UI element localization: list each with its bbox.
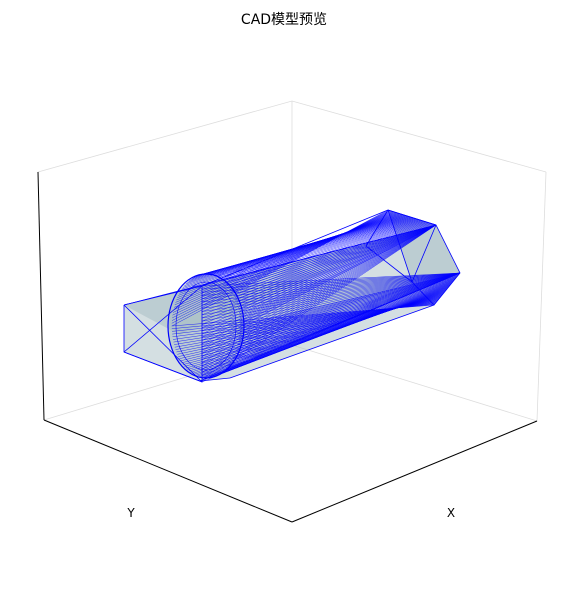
model-edge-line — [201, 224, 437, 328]
model-edge-line — [201, 272, 461, 335]
model-edge-line — [201, 224, 437, 325]
right-box-edge — [387, 209, 437, 226]
model-edge-line — [201, 272, 461, 300]
y-axis-line — [43, 419, 293, 523]
model-edge-line — [219, 219, 419, 279]
model-edge-line — [201, 224, 437, 367]
z-axis-line — [37, 171, 45, 421]
model-edge-line — [201, 224, 437, 341]
model-edge-line — [201, 272, 461, 341]
model-edge-line — [201, 224, 437, 312]
model-edge-line — [201, 224, 437, 338]
model-edge-line — [201, 224, 437, 335]
model-edge-line — [213, 218, 416, 276]
x-axis-label: X — [447, 506, 455, 520]
model-edge-line — [171, 304, 435, 327]
model-edge-line — [201, 272, 461, 328]
model-edge-line — [201, 272, 461, 303]
model-edge-line — [201, 272, 461, 344]
y-axis-label: Y — [126, 506, 135, 520]
model-edge-line — [202, 216, 411, 275]
cylinder-end-outline — [167, 273, 245, 379]
model-edge-line — [201, 272, 461, 312]
right-box-edge — [365, 209, 389, 247]
model-edge-line — [218, 219, 418, 278]
model-edge-line — [201, 272, 461, 376]
left-box-diagonal — [123, 285, 203, 353]
plot-title: CAD模型预览 — [241, 12, 327, 28]
cad-model — [123, 209, 461, 383]
model-edges — [171, 209, 461, 383]
model-edge-line — [209, 217, 414, 275]
model-edge-line — [201, 272, 461, 338]
cylinder-inner-outline — [175, 281, 237, 371]
model-edge-line — [201, 272, 461, 293]
left-box-diagonal — [123, 304, 203, 383]
bottom-long-edge — [199, 272, 461, 382]
model-edge-line — [230, 221, 425, 290]
model-edge-line — [201, 224, 437, 376]
model-edge-line — [201, 224, 437, 332]
model-edge-line — [201, 272, 461, 290]
cylinder-ends — [167, 273, 245, 379]
model-edge-line — [201, 224, 437, 344]
model-edge-line — [201, 272, 461, 354]
model-edge-line — [201, 224, 437, 351]
model-edge-line — [201, 272, 461, 348]
model-wireframe — [123, 209, 461, 383]
model-edge-line — [228, 220, 424, 288]
model-edge-line — [207, 217, 413, 275]
model-edge-line — [201, 272, 461, 332]
model-edge-line — [201, 272, 461, 306]
model-edge-line — [201, 224, 437, 290]
model-edge-line — [204, 217, 412, 275]
top-long-edge — [201, 209, 389, 287]
model-edge-line — [226, 220, 422, 285]
model-edge-line — [201, 272, 461, 325]
model-edge-line — [201, 224, 437, 316]
model-edge-line — [201, 272, 461, 351]
top-long-edge — [123, 224, 437, 306]
model-edge-line — [201, 272, 461, 309]
x-axis-line — [291, 420, 538, 523]
model-edge-line — [221, 219, 420, 280]
model-edge-line — [211, 218, 415, 275]
model-edge-line — [201, 224, 437, 348]
model-edge-line — [201, 224, 437, 380]
model-edge-line — [201, 272, 461, 316]
axes-front-lines — [37, 171, 538, 523]
model-edge-line — [224, 220, 421, 283]
model-edge-line — [216, 218, 417, 277]
model-edge-line — [201, 272, 461, 319]
model-edge-line — [201, 224, 437, 309]
bottom-long-edge — [229, 304, 435, 379]
right-box-edge — [411, 224, 437, 283]
right-pane-vertical-edge — [536, 171, 547, 422]
model-edge-line — [201, 224, 437, 383]
model-edge-line — [214, 218, 417, 277]
model-edge-line — [201, 272, 461, 367]
model-edge-line — [201, 272, 461, 287]
model-edge-line — [201, 272, 461, 296]
model-edge-line — [201, 272, 461, 373]
right-box-edge — [365, 245, 413, 283]
model-edge-line — [201, 272, 461, 322]
model-edge-line — [201, 224, 437, 319]
model-edge-line — [201, 272, 461, 370]
model-edge-line — [201, 224, 437, 306]
model-edge-line — [201, 272, 461, 364]
